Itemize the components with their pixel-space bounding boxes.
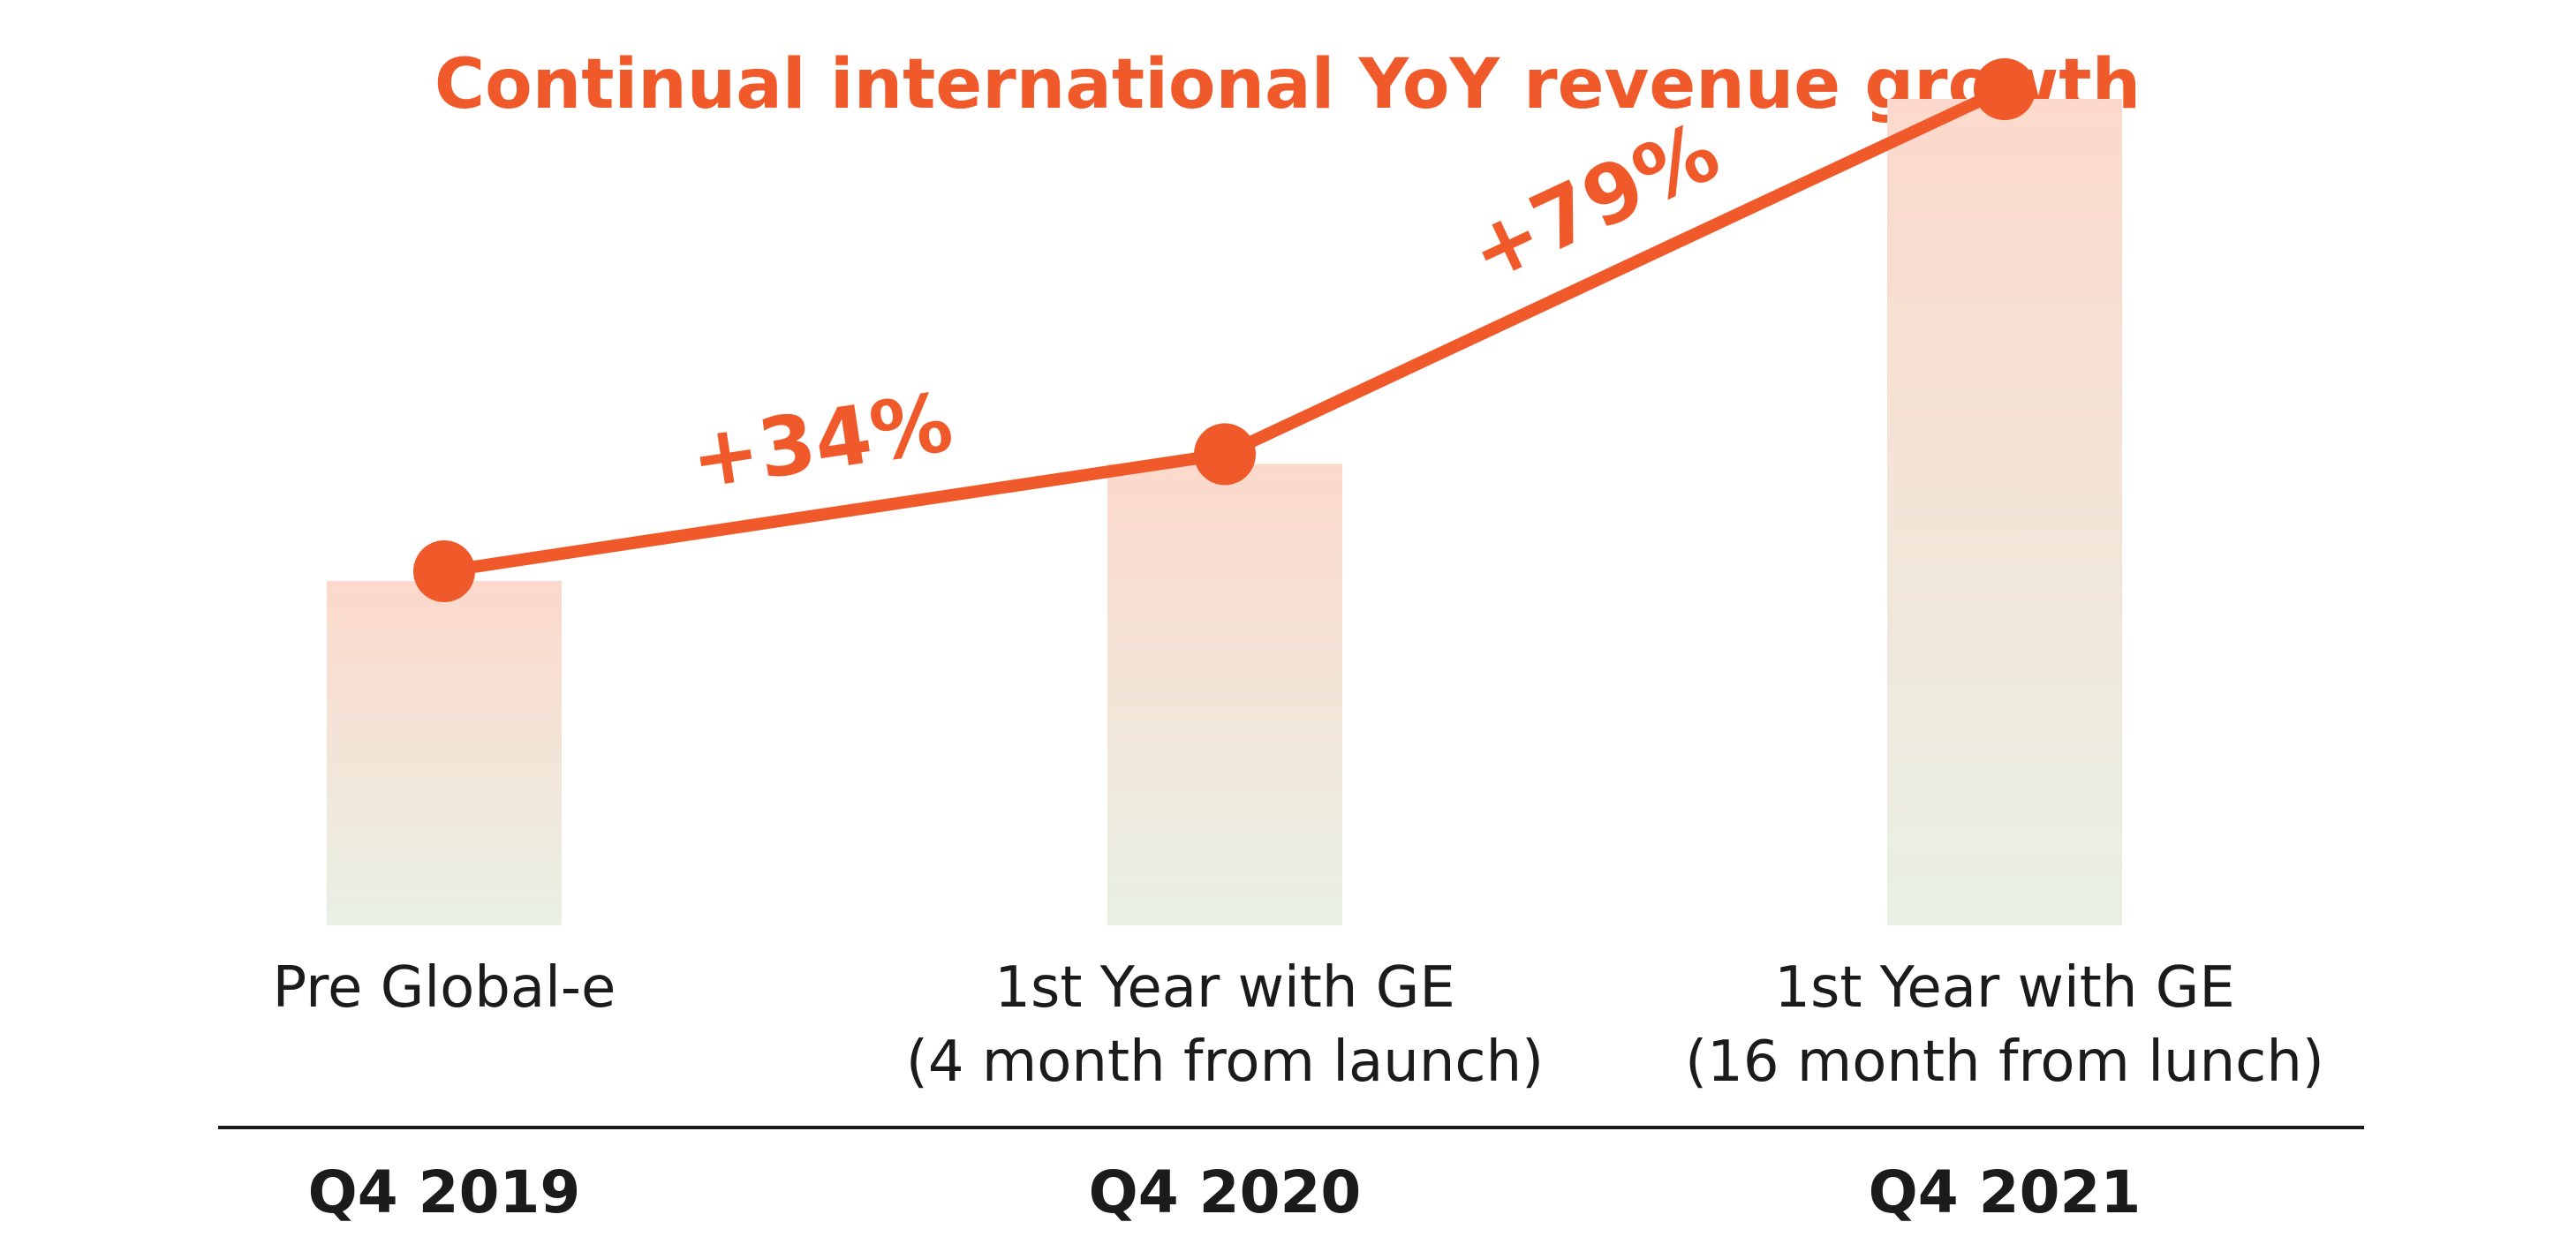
growth-label-2: +79% <box>1455 104 1734 301</box>
period-label-2: Q4 2020 <box>1089 1158 1362 1226</box>
category-label-3-line-2: (16 month from lunch) <box>1685 1030 2324 1095</box>
growth-label-1: +34% <box>684 375 958 508</box>
bar-3 <box>1887 99 2122 925</box>
category-label-1: Pre Global-e <box>273 955 616 1021</box>
category-label-2-line-1: 1st Year with GE <box>994 955 1455 1021</box>
period-label-1: Q4 2019 <box>308 1158 581 1226</box>
chart-title: Continual international YoY revenue grow… <box>434 45 2141 124</box>
trend-line-segment-2 <box>1219 83 2011 461</box>
trend-line-layer <box>413 58 2036 602</box>
bars-layer <box>327 99 2122 925</box>
category-label-2-line-2: (4 month from launch) <box>906 1030 1544 1095</box>
data-point-2 <box>1194 423 1256 486</box>
period-label-3: Q4 2021 <box>1869 1158 2142 1226</box>
data-point-1 <box>413 540 475 602</box>
bar-1 <box>327 581 562 925</box>
bar-2 <box>1107 464 1342 925</box>
category-label-3-line-1: 1st Year with GE <box>1774 955 2235 1021</box>
data-point-3 <box>1974 58 2036 120</box>
trend-line-segment-1 <box>438 448 1231 577</box>
